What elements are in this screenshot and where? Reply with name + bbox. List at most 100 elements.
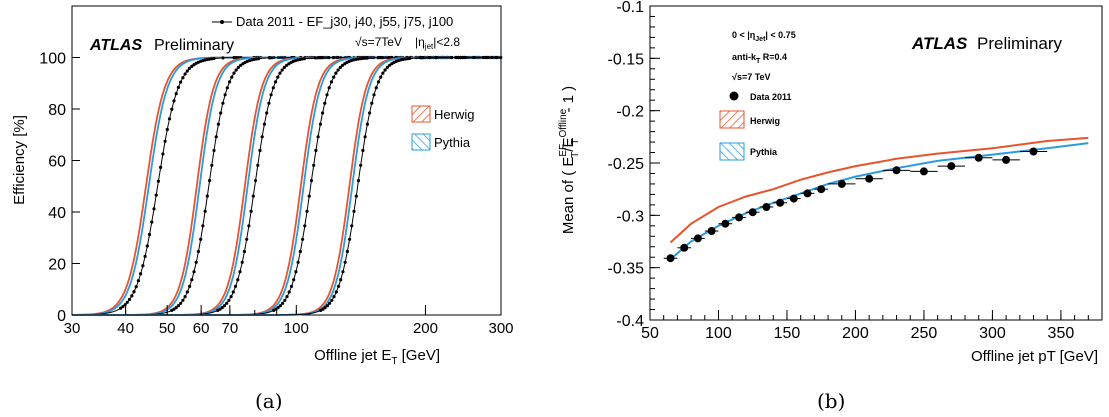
data-point-EF_j100	[357, 179, 360, 182]
data-point-EF_j100	[341, 270, 344, 273]
data-point-EF_j75	[321, 111, 324, 114]
legend-pythia-swatch-b	[720, 143, 744, 160]
data-point-EF_j75	[285, 295, 288, 298]
y-tick-label-b: -0.2	[616, 104, 644, 121]
data-point-EF_j55	[276, 76, 279, 79]
data-point-EF_j100	[352, 210, 355, 213]
data-point-b	[694, 234, 702, 242]
data-point-EF_j40	[186, 290, 189, 293]
x-tick-label-b: 250	[911, 325, 938, 342]
x-tick-label-b: 100	[705, 325, 732, 342]
data-point-EF_j40	[224, 93, 227, 96]
data-point-EF_j75	[292, 278, 295, 281]
caption-b: (b)	[817, 389, 845, 413]
data-point-EF_j100	[337, 285, 340, 288]
data-point-EF_j30	[172, 99, 175, 102]
caption-a: (a)	[255, 389, 283, 413]
data-point-EF_j30	[157, 180, 160, 183]
data-point-EF_j40	[204, 210, 207, 213]
data-point-EF_j30	[132, 290, 135, 293]
data-point-EF_j55	[303, 57, 306, 60]
data-point-EF_j40	[210, 164, 213, 167]
y-axis-label-b: Mean of ( EEFT/EOfflineT - 1 )	[558, 86, 581, 234]
data-point-EF_j100	[330, 299, 333, 302]
data-point-EF_j30	[126, 301, 129, 304]
data-point-EF_j100	[384, 68, 387, 71]
y-tick-label-a: 100	[39, 51, 66, 68]
data-point-EF_j75	[308, 195, 311, 198]
legend-herwig-swatch-a	[412, 106, 430, 122]
atlas-label-b: ATLAS	[911, 34, 968, 53]
data-point-EF_j100	[472, 56, 475, 59]
data-point-EF_j75	[301, 238, 304, 241]
x-tick-label-a: 300	[488, 320, 513, 337]
data-point-EF_j40	[226, 86, 229, 89]
data-point-b	[1002, 156, 1010, 164]
data-point-b	[947, 162, 955, 170]
data-point-EF_j30	[179, 81, 182, 84]
data-point-EF_j30	[170, 108, 173, 111]
data-point-EF_j75	[297, 261, 300, 264]
data-point-EF_j40	[197, 250, 200, 253]
data-point-EF_j100	[350, 224, 353, 227]
data-point-EF_j100	[435, 56, 438, 59]
data-point-EF_j40	[208, 179, 211, 182]
legend-data-label-a: Data 2011 - EF_j30, j40, j55, j75, j100	[236, 14, 453, 29]
legend-pythia-label-b: Pythia	[750, 147, 778, 157]
legend-data-marker-a	[220, 20, 224, 24]
data-point-EF_j100	[361, 149, 364, 152]
data-point-EF_j75	[279, 304, 282, 307]
data-point-EF_j100	[428, 56, 431, 59]
data-point-EF_j55	[263, 123, 266, 126]
data-point-EF_j55	[272, 86, 275, 89]
data-point-EF_j55	[227, 299, 230, 302]
data-point-EF_j40	[201, 224, 204, 227]
data-point-EF_j40	[228, 80, 231, 83]
data-point-EF_j30	[186, 69, 189, 72]
y-tick-label-a: 20	[48, 257, 66, 274]
data-point-EF_j40	[270, 56, 273, 59]
data-point-EF_j55	[252, 195, 255, 198]
data-point-EF_j30	[139, 272, 142, 275]
data-point-EF_j55	[225, 302, 228, 305]
data-point-EF_j40	[179, 302, 182, 305]
data-point-EF_j75	[294, 270, 297, 273]
data-point-EF_j55	[223, 304, 226, 307]
data-point-EF_j55	[254, 179, 257, 182]
data-point-b	[865, 175, 873, 183]
atlas-label-a: ATLAS	[89, 37, 142, 54]
data-point-EF_j75	[330, 80, 333, 83]
y-tick-label-b: -0.1	[616, 0, 644, 16]
legend-pythia-swatch-a	[412, 134, 430, 150]
data-point-EF_j100	[381, 72, 384, 75]
data-point-b	[817, 185, 825, 193]
x-tick-label-b: 150	[774, 325, 801, 342]
data-point-EF_j30	[144, 255, 147, 258]
eta-label-b: 0 < |ηJet| < 0.75	[732, 30, 796, 43]
data-point-EF_j55	[336, 56, 339, 59]
data-point-EF_j75	[288, 290, 291, 293]
data-point-b	[762, 203, 770, 211]
legend-herwig-label-b: Herwig	[750, 116, 780, 126]
data-point-EF_j30	[168, 117, 171, 120]
data-point-EF_j100	[408, 57, 411, 60]
data-point-EF_j100	[464, 56, 467, 59]
data-point-EF_j40	[184, 295, 187, 298]
data-point-EF_j40	[206, 195, 209, 198]
data-point-b	[680, 244, 688, 252]
data-point-EF_j55	[241, 261, 244, 264]
data-point-EF_j30	[141, 264, 144, 267]
data-point-EF_j30	[221, 56, 224, 59]
preliminary-label-b: Preliminary	[977, 34, 1063, 53]
data-point-EF_j30	[128, 298, 131, 301]
data-point-b	[920, 167, 928, 175]
data-point-b	[790, 195, 798, 203]
data-point-b	[838, 180, 846, 188]
data-point-EF_j40	[192, 270, 195, 273]
data-point-EF_j55	[281, 68, 284, 71]
data-point-EF_j40	[199, 238, 202, 241]
eta-label-a: |ηjet|<2.8	[415, 35, 460, 51]
data-point-EF_j55	[278, 72, 281, 75]
data-point-EF_j100	[379, 76, 382, 79]
data-point-EF_j55	[234, 285, 237, 288]
